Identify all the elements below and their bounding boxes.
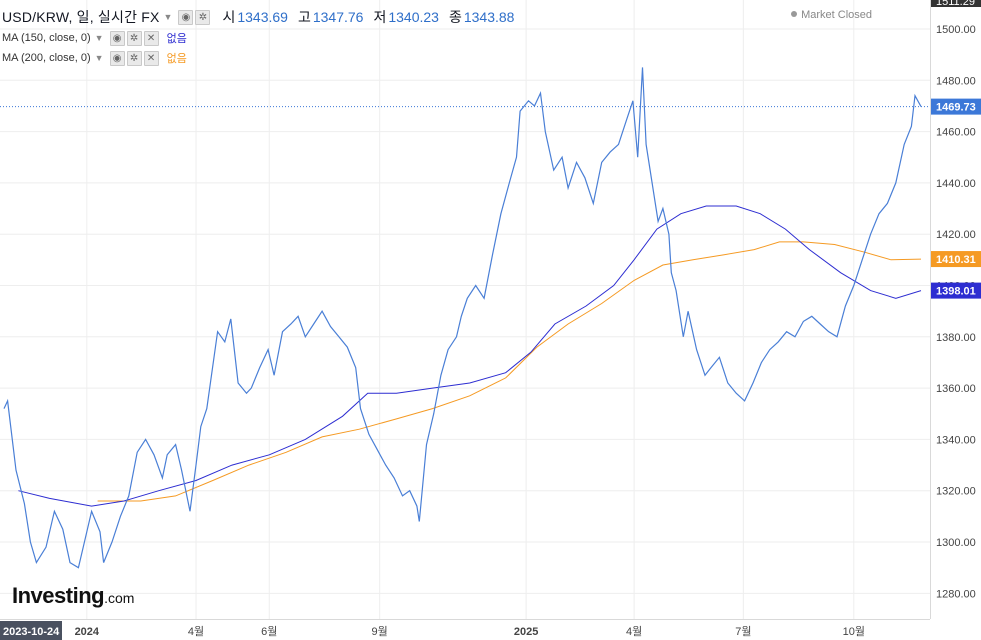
last_price-tag xyxy=(931,98,981,115)
gear-icon[interactable]: ✲ xyxy=(126,50,142,66)
symbol-legend: USD/KRW, 일, 실시간 FX ▼ ◉ ✲ 시 1343.69 고 134… xyxy=(2,7,514,27)
logo-suffix: .com xyxy=(104,590,135,606)
ma150-tag-label: 1398.01 xyxy=(936,286,976,298)
price-tick-label: 1380.00 xyxy=(936,332,976,344)
chart-header: USD/KRW, 일, 실시간 FX ▼ ◉ ✲ 시 1343.69 고 134… xyxy=(0,0,930,70)
crosshair-date-label: 2023-10-24 xyxy=(3,626,60,638)
ma200-label[interactable]: MA (200, close, 0) xyxy=(2,52,91,64)
date-tick-label: 9월 xyxy=(372,625,388,638)
date-tick-label: 7월 xyxy=(735,625,751,638)
date-tick-label: 6월 xyxy=(261,625,277,638)
logo-brand: Investing xyxy=(12,583,105,608)
price-tick-label: 1320.00 xyxy=(936,486,976,498)
price-tick-label: 1280.00 xyxy=(936,588,976,600)
close-icon[interactable]: ✕ xyxy=(143,50,159,66)
price-axis: 1280.00 1300.00 1320.00 1340.00 1360.00 1380.… xyxy=(930,0,981,619)
high-value: 1347.76 xyxy=(312,9,364,25)
ma200-legend: MA (200, close, 0) ▼ ◉ ✲ ✕ 없음 xyxy=(2,50,187,66)
close-label: 종 xyxy=(448,9,462,25)
date-tick-label: 4월 xyxy=(188,625,204,638)
chevron-down-icon[interactable]: ▼ xyxy=(94,33,104,43)
symbol-title[interactable]: USD/KRW, 일, 실시간 FX xyxy=(2,9,160,25)
ma200-tag-label: 1410.31 xyxy=(936,254,976,266)
gear-icon[interactable]: ✲ xyxy=(126,30,142,46)
eye-icon[interactable]: ◉ xyxy=(109,30,125,46)
low-value: 1340.23 xyxy=(388,9,439,25)
ma150-line xyxy=(18,205,922,507)
ma200-value: 없음 xyxy=(166,53,187,65)
price-tick-label: 1480.00 xyxy=(936,75,976,87)
top-price-tag xyxy=(931,0,981,7)
crosshair-date-tag xyxy=(0,621,62,640)
market-status: Market Closed xyxy=(791,9,872,21)
chevron-down-icon[interactable]: ▼ xyxy=(94,53,104,63)
price-tick-label: 1440.00 xyxy=(936,178,976,190)
price-tick-label: 1300.00 xyxy=(936,537,976,549)
chevron-down-icon[interactable]: ▼ xyxy=(163,12,173,22)
date-tick-label: 10월 xyxy=(843,625,865,638)
market-status-text: Market Closed xyxy=(801,9,872,21)
date-axis: 2023-10-24 2024 4월 6월 9월 2025 4월 7월 10월 xyxy=(0,619,930,640)
investing-logo: Investing.com xyxy=(12,583,134,609)
close-value: 1343.88 xyxy=(463,9,515,25)
ma150-label[interactable]: MA (150, close, 0) xyxy=(2,32,91,44)
low-label: 저 xyxy=(373,9,387,25)
open-value: 1343.69 xyxy=(237,9,288,25)
date-tick-label: 2025 xyxy=(514,626,538,638)
eye-icon[interactable]: ◉ xyxy=(178,9,194,25)
ma150-legend: MA (150, close, 0) ▼ ◉ ✲ ✕ 없음 xyxy=(2,30,187,46)
status-dot-icon xyxy=(791,11,798,17)
high-label: 고 xyxy=(297,9,311,25)
open-label: 시 xyxy=(222,9,236,25)
price-tick-label: 1360.00 xyxy=(936,383,976,395)
date-tick-label: 2024 xyxy=(75,626,100,638)
price-line xyxy=(3,67,922,569)
ma150-value: 없음 xyxy=(166,33,187,45)
gear-icon[interactable]: ✲ xyxy=(195,9,211,25)
price-tick-label: 1420.00 xyxy=(936,229,976,241)
last_price-tag-label: 1469.73 xyxy=(936,102,976,114)
eye-icon[interactable]: ◉ xyxy=(109,50,125,66)
price-tick-label: 1460.00 xyxy=(936,127,976,139)
close-icon[interactable]: ✕ xyxy=(143,30,159,46)
price-tick-label: 1340.00 xyxy=(936,434,976,446)
top-price-label: 1511.29 xyxy=(936,0,975,8)
ma150-tag xyxy=(931,282,981,299)
ma200-tag xyxy=(931,251,981,268)
price-tick-label: 1500.00 xyxy=(936,24,976,36)
chart-series xyxy=(0,67,930,569)
date-tick-label: 4월 xyxy=(626,625,642,638)
ma200-line xyxy=(97,241,922,502)
